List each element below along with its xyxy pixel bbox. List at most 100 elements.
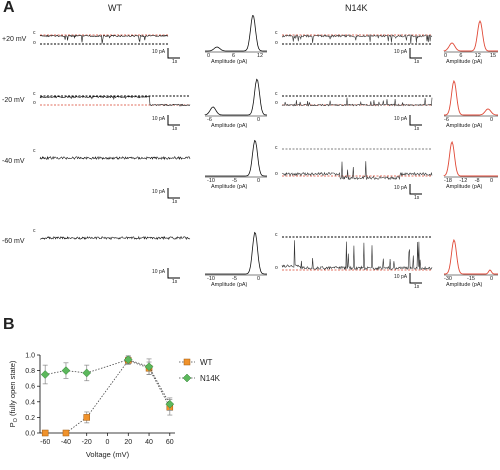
wt-scale-time: 1s: [172, 199, 178, 205]
wt-hist-tick: 0: [207, 53, 211, 59]
recordings-figure: [39, 15, 498, 284]
n14k-state-c: c: [275, 145, 278, 151]
y-tick-label: 0.8: [25, 368, 35, 375]
n14k-scale-bar: [409, 115, 422, 126]
wt-trace: [39, 34, 169, 44]
n14k-scale-current: 10 pA: [394, 49, 408, 55]
wt-state-c: c: [33, 148, 36, 154]
wt-scale-bar: [167, 188, 180, 199]
wt-state-c: c: [33, 228, 36, 234]
wt-hist-xlabel: Amplitude (pA): [211, 59, 248, 65]
wt-state-o: o: [33, 100, 36, 106]
legend-marker-WT: [183, 358, 191, 366]
n14k-trace: [281, 97, 433, 107]
x-tick-label: 40: [145, 439, 153, 446]
n14k-amplitude-histogram: [444, 238, 498, 275]
legend-marker-N14K: [182, 373, 192, 383]
wt-hist-xlabel: Amplitude (pA): [211, 184, 248, 190]
data-point-N14K: [144, 362, 154, 372]
n14k-state-o: o: [275, 171, 278, 177]
n14k-hist-tick: 12: [474, 53, 481, 59]
wt-trace: [39, 235, 191, 241]
n14k-trace: [281, 161, 433, 181]
y-tick-label: 0.4: [25, 399, 35, 406]
n14k-scale-bar: [409, 273, 422, 284]
n14k-scale-time: 1s: [414, 284, 420, 290]
wt-hist-tick: 6: [232, 53, 236, 59]
n14k-state-o: o: [275, 40, 278, 46]
n14k-hist-tick: -12: [459, 178, 468, 184]
n14k-hist-tick: 0: [444, 53, 448, 59]
wt-hist-xlabel: Amplitude (pA): [211, 123, 248, 129]
n14k-trace: [282, 34, 433, 44]
n14k-scale-time: 1s: [414, 126, 420, 132]
n14k-scale-bar: [409, 184, 422, 195]
data-point-WT: [62, 429, 70, 437]
n14k-hist-xlabel: Amplitude (pA): [446, 184, 483, 190]
n14k-hist-tick: 6: [459, 53, 463, 59]
voltage-label-minus40: -40 mV: [2, 158, 25, 165]
y-axis-label: PO (fully open state): [8, 360, 19, 427]
wt-scale-bar: [167, 268, 180, 279]
n14k-amplitude-histogram: [443, 140, 498, 177]
wt-hist-tick: -5: [232, 276, 237, 282]
x-tick-label: -60: [40, 439, 50, 446]
n14k-hist-tick: 0: [490, 178, 494, 184]
wt-scale-current: 10 pA: [152, 189, 166, 195]
y-tick-label: 1.0: [25, 353, 35, 360]
wt-hist-xlabel: Amplitude (pA): [211, 282, 248, 288]
panel-a-letter: A: [3, 0, 15, 16]
wt-trace: [39, 155, 191, 161]
data-point-WT: [83, 414, 90, 421]
wt-scale-time: 1s: [172, 126, 178, 132]
n14k-hist-tick: 0: [490, 117, 494, 123]
x-tick-label: -40: [61, 439, 71, 446]
data-point-WT: [41, 429, 49, 437]
n14k-hist-xlabel: Amplitude (pA): [446, 282, 483, 288]
n14k-hist-tick: -30: [444, 276, 452, 282]
wt-state-c: c: [33, 30, 36, 36]
wt-trace: [39, 95, 191, 107]
n14k-scale-current: 10 pA: [394, 116, 408, 122]
n14k-state-o: o: [275, 265, 278, 271]
voltage-label-minus60: -60 mV: [2, 238, 25, 245]
wt-scale-bar: [167, 115, 180, 126]
n14k-scale-current: 10 pA: [394, 185, 408, 191]
data-point-N14K: [82, 368, 92, 378]
wt-hist-tick: 0: [257, 117, 261, 123]
n14k-scale-time: 1s: [414, 195, 420, 201]
n14k-trace: [281, 240, 433, 271]
x-axis-label: Voltage (mV): [86, 450, 130, 459]
n14k-hist-tick: -15: [467, 276, 475, 282]
wt-scale-bar: [167, 48, 180, 59]
n14k-state-c: c: [275, 232, 278, 238]
wt-amplitude-histogram: [205, 15, 267, 52]
n14k-scale-current: 10 pA: [394, 274, 408, 280]
data-point-N14K: [123, 355, 133, 365]
n14k-state-o: o: [275, 100, 278, 106]
x-tick-label: 20: [124, 439, 132, 446]
series-line-N14K: [45, 359, 171, 405]
voltage-label-minus20: -20 mV: [2, 97, 25, 104]
wt-hist-tick: 0: [257, 178, 261, 184]
y-tick-label: 0.0: [25, 431, 35, 438]
n14k-state-c: c: [275, 30, 278, 36]
n14k-hist-tick: -18: [444, 178, 452, 184]
wt-hist-tick: 12: [257, 53, 264, 59]
wt-group-title: WT: [108, 3, 122, 13]
data-point-N14K: [61, 366, 71, 375]
data-point-N14K: [165, 399, 175, 409]
wt-state-o: o: [33, 40, 36, 46]
wt-scale-current: 10 pA: [152, 116, 166, 122]
n14k-state-c: c: [275, 91, 278, 97]
n14k-group-title: N14K: [345, 3, 368, 13]
wt-scale-time: 1s: [172, 59, 178, 65]
wt-amplitude-histogram: [204, 78, 268, 116]
wt-amplitude-histogram: [205, 139, 267, 177]
y-tick-label: 0.6: [25, 384, 35, 391]
n14k-hist-tick: -8: [474, 178, 480, 184]
legend-label-WT: WT: [200, 358, 213, 367]
wt-hist-tick: -10: [207, 276, 215, 282]
wt-scale-current: 10 pA: [152, 269, 166, 275]
n14k-hist-tick: -6: [444, 117, 449, 123]
